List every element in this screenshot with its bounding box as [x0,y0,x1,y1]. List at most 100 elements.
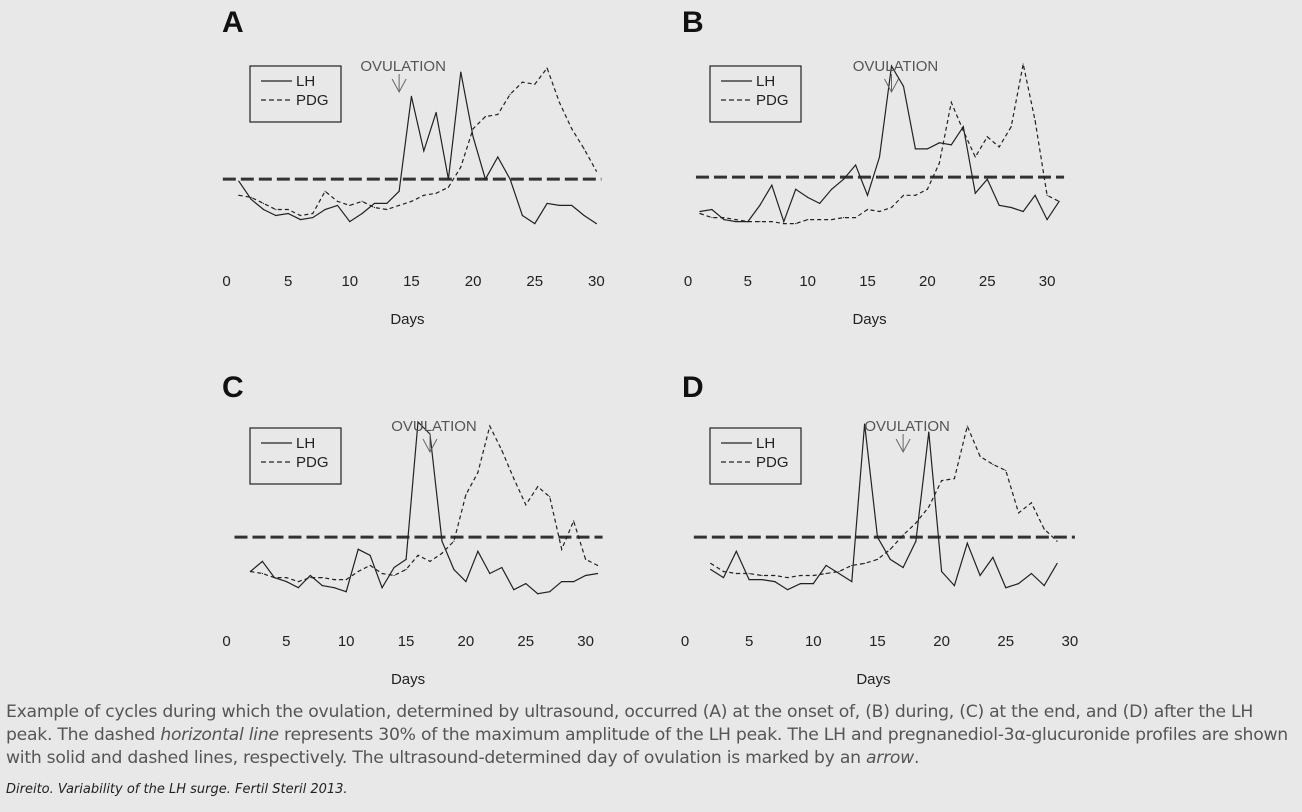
legend-label-lh: LH [296,435,315,452]
data-point-pdg [878,210,881,213]
panel-a: A 0 5 10 15 20 25 30 Days LH PDG OVULATION [222,6,605,328]
data-point-lh [261,560,264,563]
data-point-pdg [537,486,539,488]
data-point-lh [595,223,598,225]
data-point-lh [573,581,575,583]
data-point-lh [915,540,917,542]
data-point-lh [1034,194,1036,196]
data-point-pdg [938,162,940,164]
data-point-lh [979,574,981,577]
data-point-lh [336,204,339,207]
ovulation-arrow-head [895,438,911,454]
x-tick-label: 15 [398,633,415,650]
data-point-pdg [423,194,425,196]
figure-caption: Example of cycles during which the ovula… [6,701,1298,770]
data-point-pdg [819,218,821,221]
data-point-lh [410,95,413,97]
data-point-lh [1017,583,1020,585]
data-point-pdg [549,496,551,498]
data-point-pdg [928,506,930,508]
data-point-pdg [312,212,314,215]
legend: LH PDG [249,65,342,123]
data-point-lh [447,178,450,180]
caption-emphasis-2: arrow [865,748,914,768]
data-point-lh [460,71,462,73]
x-tick-label: 5 [744,273,752,290]
data-point-lh [357,548,359,550]
data-point-lh [398,190,400,192]
series-line-lh [250,420,598,595]
x-tick-label: 5 [284,273,292,290]
data-point-pdg [357,570,359,573]
data-point-pdg [723,216,725,219]
data-point-pdg [393,574,395,577]
data-point-lh [926,148,929,150]
x-tick-label: 30 [1039,273,1056,290]
data-point-pdg [534,83,536,85]
x-tick-label: 0 [222,633,230,650]
data-point-pdg [521,81,524,83]
series-line-lh [710,423,1058,591]
data-point-lh [866,194,869,196]
data-point-lh [405,558,407,560]
data-point-pdg [238,194,240,196]
x-tick-label: 15 [403,273,420,290]
data-point-pdg [261,572,264,575]
data-point-pdg [398,204,400,207]
x-tick-label: 25 [979,273,996,290]
data-point-lh [748,578,750,581]
data-point-lh [876,536,879,538]
data-point-pdg [369,564,371,567]
data-point-pdg [573,520,575,522]
data-point-lh [914,148,917,150]
data-point-pdg [799,574,802,577]
ovulation-arrow-head [884,78,899,94]
data-point-pdg [787,576,789,579]
data-point-pdg [561,548,563,550]
data-point-lh [324,208,326,211]
data-point-lh [1043,585,1045,587]
data-point-lh [974,192,976,194]
x-tick-label: 30 [588,273,605,290]
data-point-lh [1046,218,1048,221]
data-point-lh [819,202,821,205]
data-point-pdg [1022,63,1024,65]
data-point-pdg [287,208,289,211]
data-point-lh [349,221,351,223]
x-tick-label: 10 [341,273,358,290]
data-point-pdg [992,463,994,466]
data-point-pdg [299,214,302,217]
panel-d: D 0 5 10 15 20 25 30 Days LH PDG OVULATION [681,371,1078,688]
data-point-lh [902,85,905,87]
data-point-pdg [460,166,462,168]
caption-part-1: Example of cycles during which the ovula… [6,702,1254,745]
data-point-lh [262,208,265,211]
data-point-lh [250,198,252,200]
data-point-lh [787,589,789,591]
data-point-lh [472,136,474,138]
data-point-lh [889,558,891,560]
data-point-pdg [525,504,527,506]
data-point-pdg [349,204,351,207]
data-point-lh [441,540,443,542]
legend-label-pdg: PDG [296,454,329,471]
data-point-pdg [914,194,917,196]
data-point-lh [501,566,503,569]
data-point-lh [275,214,277,217]
ovulation-label: OVULATION [391,418,477,435]
data-point-lh [312,216,314,219]
figure: A 0 5 10 15 20 25 30 Days LH PDG OVULATION B 0 5 10 15 20… [222,6,1078,688]
legend-label-lh: LH [756,73,775,90]
data-point-lh [941,570,943,573]
data-point-lh [477,550,479,552]
panel-label: A [222,6,244,39]
figure-credit: Direito. Variability of the LH surge. Fe… [6,782,348,797]
data-point-lh [795,188,797,190]
data-point-lh [546,202,548,205]
x-axis-label: Days [852,311,886,328]
data-point-lh [333,587,335,589]
data-point-lh [774,581,776,583]
data-point-pdg [902,194,905,196]
data-point-lh [723,218,725,221]
x-tick-label: 30 [1062,633,1079,650]
